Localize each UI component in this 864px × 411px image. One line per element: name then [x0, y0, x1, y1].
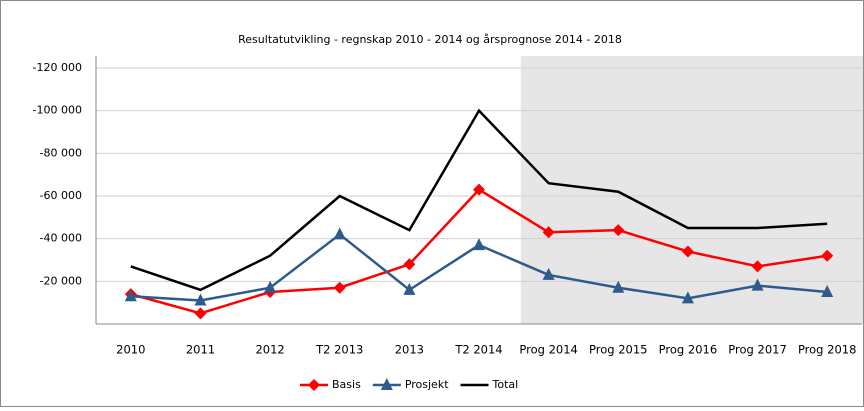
- series-line: [130, 108, 828, 292]
- legend-label: Total: [492, 378, 519, 391]
- y-tick-label: -40 000: [40, 232, 82, 245]
- legend-label: Prosjekt: [405, 378, 449, 391]
- point: [542, 226, 555, 239]
- legend-label: Basis: [332, 378, 361, 391]
- point: [612, 224, 625, 237]
- y-tick-label: -60 000: [40, 189, 82, 202]
- point: [264, 280, 277, 293]
- point: [821, 285, 834, 297]
- y-tick-label: -80 000: [40, 146, 82, 159]
- x-tick-label: 2013: [395, 343, 424, 357]
- point: [403, 258, 416, 271]
- x-tick-label: Prog 2014: [519, 343, 577, 357]
- y-tick-label: -100 000: [33, 104, 82, 117]
- x-tick-label: T2 2013: [315, 343, 363, 357]
- forecast-shade: [520, 56, 863, 324]
- point: [473, 183, 485, 196]
- y-tick-label: -20 000: [40, 274, 82, 287]
- point: [124, 289, 137, 302]
- point: [473, 238, 485, 251]
- point: [681, 245, 694, 258]
- point: [194, 307, 207, 320]
- legend-marker: [308, 379, 320, 391]
- point: [681, 291, 694, 304]
- point: [403, 282, 416, 295]
- point: [194, 293, 207, 306]
- x-tick-label: 2011: [186, 343, 215, 357]
- x-tick-label: Prog 2015: [589, 343, 647, 357]
- x-tick-label: 2012: [255, 343, 284, 357]
- x-tick-label: 2010: [116, 343, 145, 357]
- point: [612, 280, 625, 293]
- legend-marker: [380, 378, 393, 390]
- point: [751, 278, 764, 291]
- point: [751, 260, 764, 273]
- x-tick-label: T2 2014: [454, 343, 502, 357]
- x-tick-label: Prog 2016: [659, 343, 717, 357]
- x-tick-label: Prog 2018: [798, 343, 856, 357]
- point: [333, 281, 346, 294]
- x-tick-label: Prog 2017: [728, 343, 786, 357]
- chart-title: Resultatutvikling - regnskap 2010 - 2014…: [238, 33, 622, 46]
- point: [821, 249, 834, 262]
- point: [542, 267, 555, 280]
- y-tick-label: -120 000: [33, 61, 82, 74]
- point: [333, 227, 346, 240]
